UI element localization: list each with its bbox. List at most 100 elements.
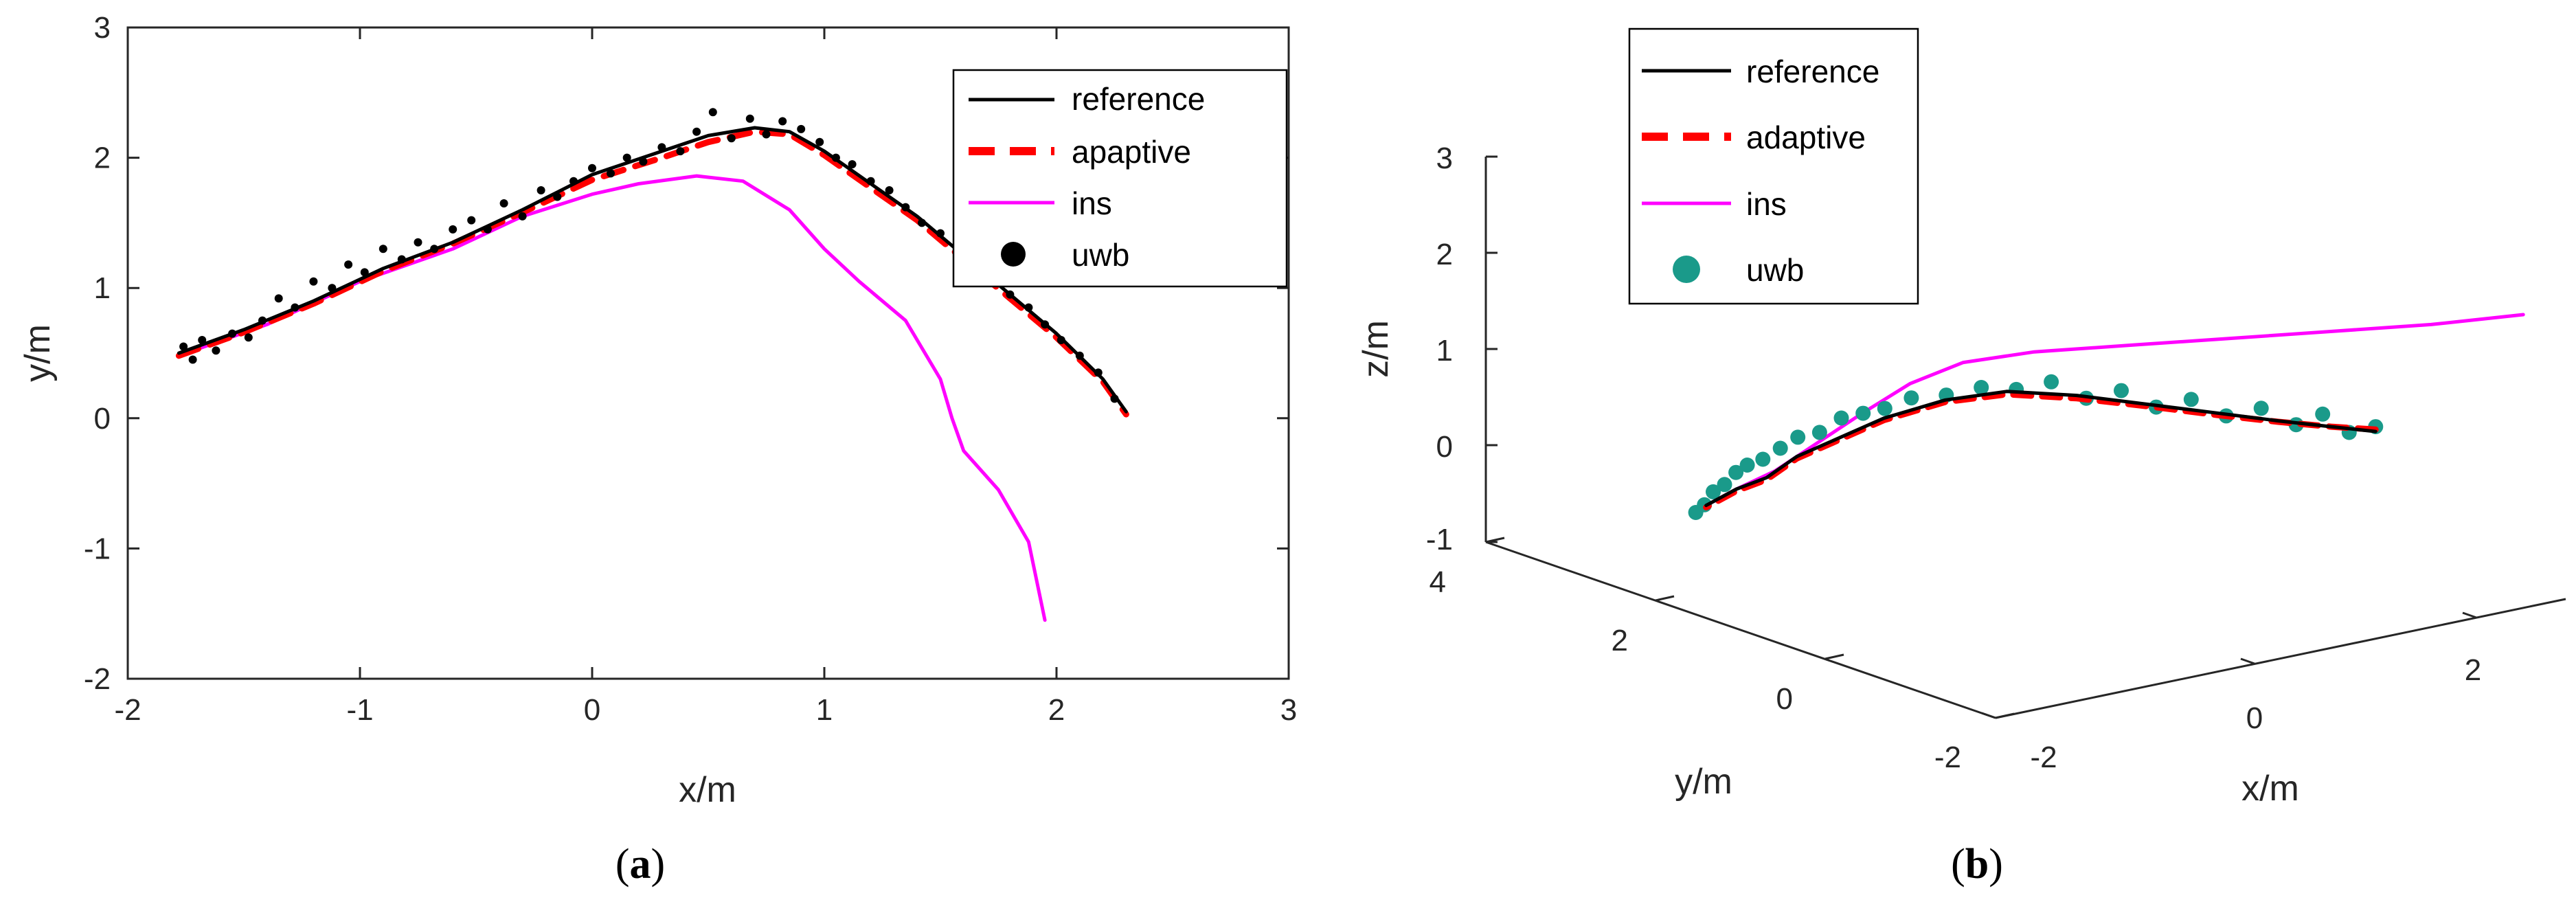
chart-b-ylabel: y/m xyxy=(1675,762,1732,802)
chart-b-caption: (b) xyxy=(1951,841,2003,888)
x-tick-label: 3 xyxy=(1280,693,1297,727)
series-b-uwb-point xyxy=(1739,458,1755,473)
z-tick-label: 3 xyxy=(1436,142,1453,175)
x-tick xyxy=(2240,657,2255,665)
chart-b-z-tick-labels: 3 2 1 0 -1 xyxy=(1426,142,1453,556)
series-b-uwb-point xyxy=(2114,383,2129,398)
legend-a-ins-label: ins xyxy=(1072,185,1112,221)
series-a-uwb-point xyxy=(762,130,771,139)
series-b-uwb-point xyxy=(2183,392,2199,407)
series-b-uwb-point xyxy=(1790,429,1806,445)
series-a-uwb-point xyxy=(831,153,840,162)
x-tick-label: 2 xyxy=(2465,653,2481,687)
x-tick-label: 0 xyxy=(2246,701,2263,735)
series-a-uwb-point xyxy=(244,333,253,342)
series-b-uwb-point xyxy=(2315,406,2331,422)
chart-b-y-axis xyxy=(1485,541,1996,719)
series-a-uwb-point xyxy=(569,177,578,185)
x-tick-label: -2 xyxy=(2030,741,2057,774)
series-a-uwb-point xyxy=(1075,351,1084,360)
series-a-uwb-point xyxy=(328,284,337,293)
series-a-uwb-point xyxy=(848,160,857,169)
y-tick-label: 1 xyxy=(94,271,111,305)
series-a-uwb-point xyxy=(414,238,422,247)
chart-a: -2 -1 0 1 2 3 -2 -1 0 1 2 3 x/m y/m reference apapt… xyxy=(18,11,1297,888)
series-a-uwb-point xyxy=(499,199,508,207)
legend-b-uwb-label: uwb xyxy=(1746,252,1804,288)
series-a-uwb-point xyxy=(1041,320,1050,329)
chart-a-caption: (a) xyxy=(615,841,665,888)
y-tick xyxy=(1655,595,1675,602)
y-tick-label: -1 xyxy=(84,532,111,565)
series-b-uwb-point xyxy=(1877,401,1893,416)
series-a-uwb-point xyxy=(639,157,648,166)
legend-a-uwb-label: uwb xyxy=(1072,237,1129,273)
series-a-uwb-point xyxy=(1110,394,1119,403)
z-tick-label: 0 xyxy=(1436,430,1453,464)
series-b-uwb-point xyxy=(1811,425,1827,440)
series-a-uwb-point xyxy=(588,164,596,172)
series-a-uwb-point xyxy=(745,114,754,123)
series-b-uwb-point xyxy=(1755,451,1771,467)
y-tick xyxy=(1824,653,1844,660)
chart-a-tick-labels: -2 -1 0 1 2 3 -2 -1 0 1 2 3 xyxy=(84,11,1297,727)
z-tick-label: 2 xyxy=(1436,238,1453,271)
series-b-uwb-point xyxy=(1728,464,1744,480)
series-b-uwb-point xyxy=(1772,440,1788,456)
chart-a-xlabel: x/m xyxy=(679,770,736,810)
series-a-uwb-point xyxy=(1006,290,1015,299)
chart-b-y-ticks xyxy=(1485,537,2015,719)
x-tick xyxy=(2462,611,2477,619)
y-tick-label: -2 xyxy=(84,662,111,696)
y-tick-label: 2 xyxy=(1612,624,1628,657)
series-a-uwb-point xyxy=(309,277,318,286)
x-tick xyxy=(1981,712,1996,719)
chart-b-x-tick-labels: -2 0 2 xyxy=(2030,653,2481,774)
legend-b-reference-label: reference xyxy=(1746,54,1879,89)
y-tick-label: 0 xyxy=(94,402,111,436)
series-a-uwb-point xyxy=(692,127,701,136)
series-b-uwb-point xyxy=(1903,390,1919,406)
chart-a-legend: reference apaptive ins uwb xyxy=(952,69,1288,288)
series-a-uwb-point xyxy=(258,316,267,325)
series-b-uwb-point xyxy=(1833,410,1849,426)
series-a-uwb-point xyxy=(212,346,221,355)
series-a-ins-line xyxy=(177,174,1047,622)
series-a-uwb-point xyxy=(188,355,197,364)
x-tick-label: -1 xyxy=(346,693,373,727)
series-a-uwb-point xyxy=(797,124,806,133)
series-a-uwb-point xyxy=(708,108,717,117)
series-b-reference-line xyxy=(1704,390,2377,508)
series-a-uwb-point xyxy=(228,329,237,338)
chart-b-legend-box xyxy=(1628,27,1919,305)
y-tick-label: 3 xyxy=(94,11,111,45)
series-b-uwb-point xyxy=(1717,477,1732,493)
series-a-uwb-point xyxy=(885,186,894,194)
legend-a-reference-label: reference xyxy=(1072,81,1205,117)
series-a-uwb-point xyxy=(1057,336,1065,344)
chart-b-xlabel: x/m xyxy=(2241,769,2299,809)
series-a-uwb-point xyxy=(379,245,387,253)
legend-b-uwb-marker xyxy=(1673,256,1700,283)
chart-b-y-tick-labels: 4 2 0 -2 xyxy=(1430,565,1961,774)
x-tick-label: 0 xyxy=(584,693,600,727)
z-tick-label: 1 xyxy=(1436,334,1453,368)
series-b-uwb-point xyxy=(2044,374,2059,390)
series-a-uwb-point xyxy=(657,143,666,152)
series-a-uwb-point xyxy=(676,147,685,156)
series-a-uwb-point xyxy=(918,218,926,227)
series-a-uwb-point xyxy=(467,216,476,225)
chart-b-x-ticks xyxy=(1981,611,2477,719)
x-tick-label: 1 xyxy=(816,693,833,727)
series-a-uwb-point xyxy=(553,192,562,201)
chart-b: 3 2 1 0 -1 4 2 0 -2 -2 0 2 xyxy=(1356,27,2566,888)
series-a-uwb-point xyxy=(778,117,787,126)
chart-b-z-ticks xyxy=(1486,155,1498,543)
series-b-uwb-point xyxy=(1706,484,1721,499)
series-a-uwb-point xyxy=(360,268,369,277)
series-a-uwb-point xyxy=(727,134,736,143)
series-a-uwb-point xyxy=(179,342,188,351)
y-tick-label: 2 xyxy=(94,142,111,175)
series-b-ins-line xyxy=(1704,313,2525,508)
